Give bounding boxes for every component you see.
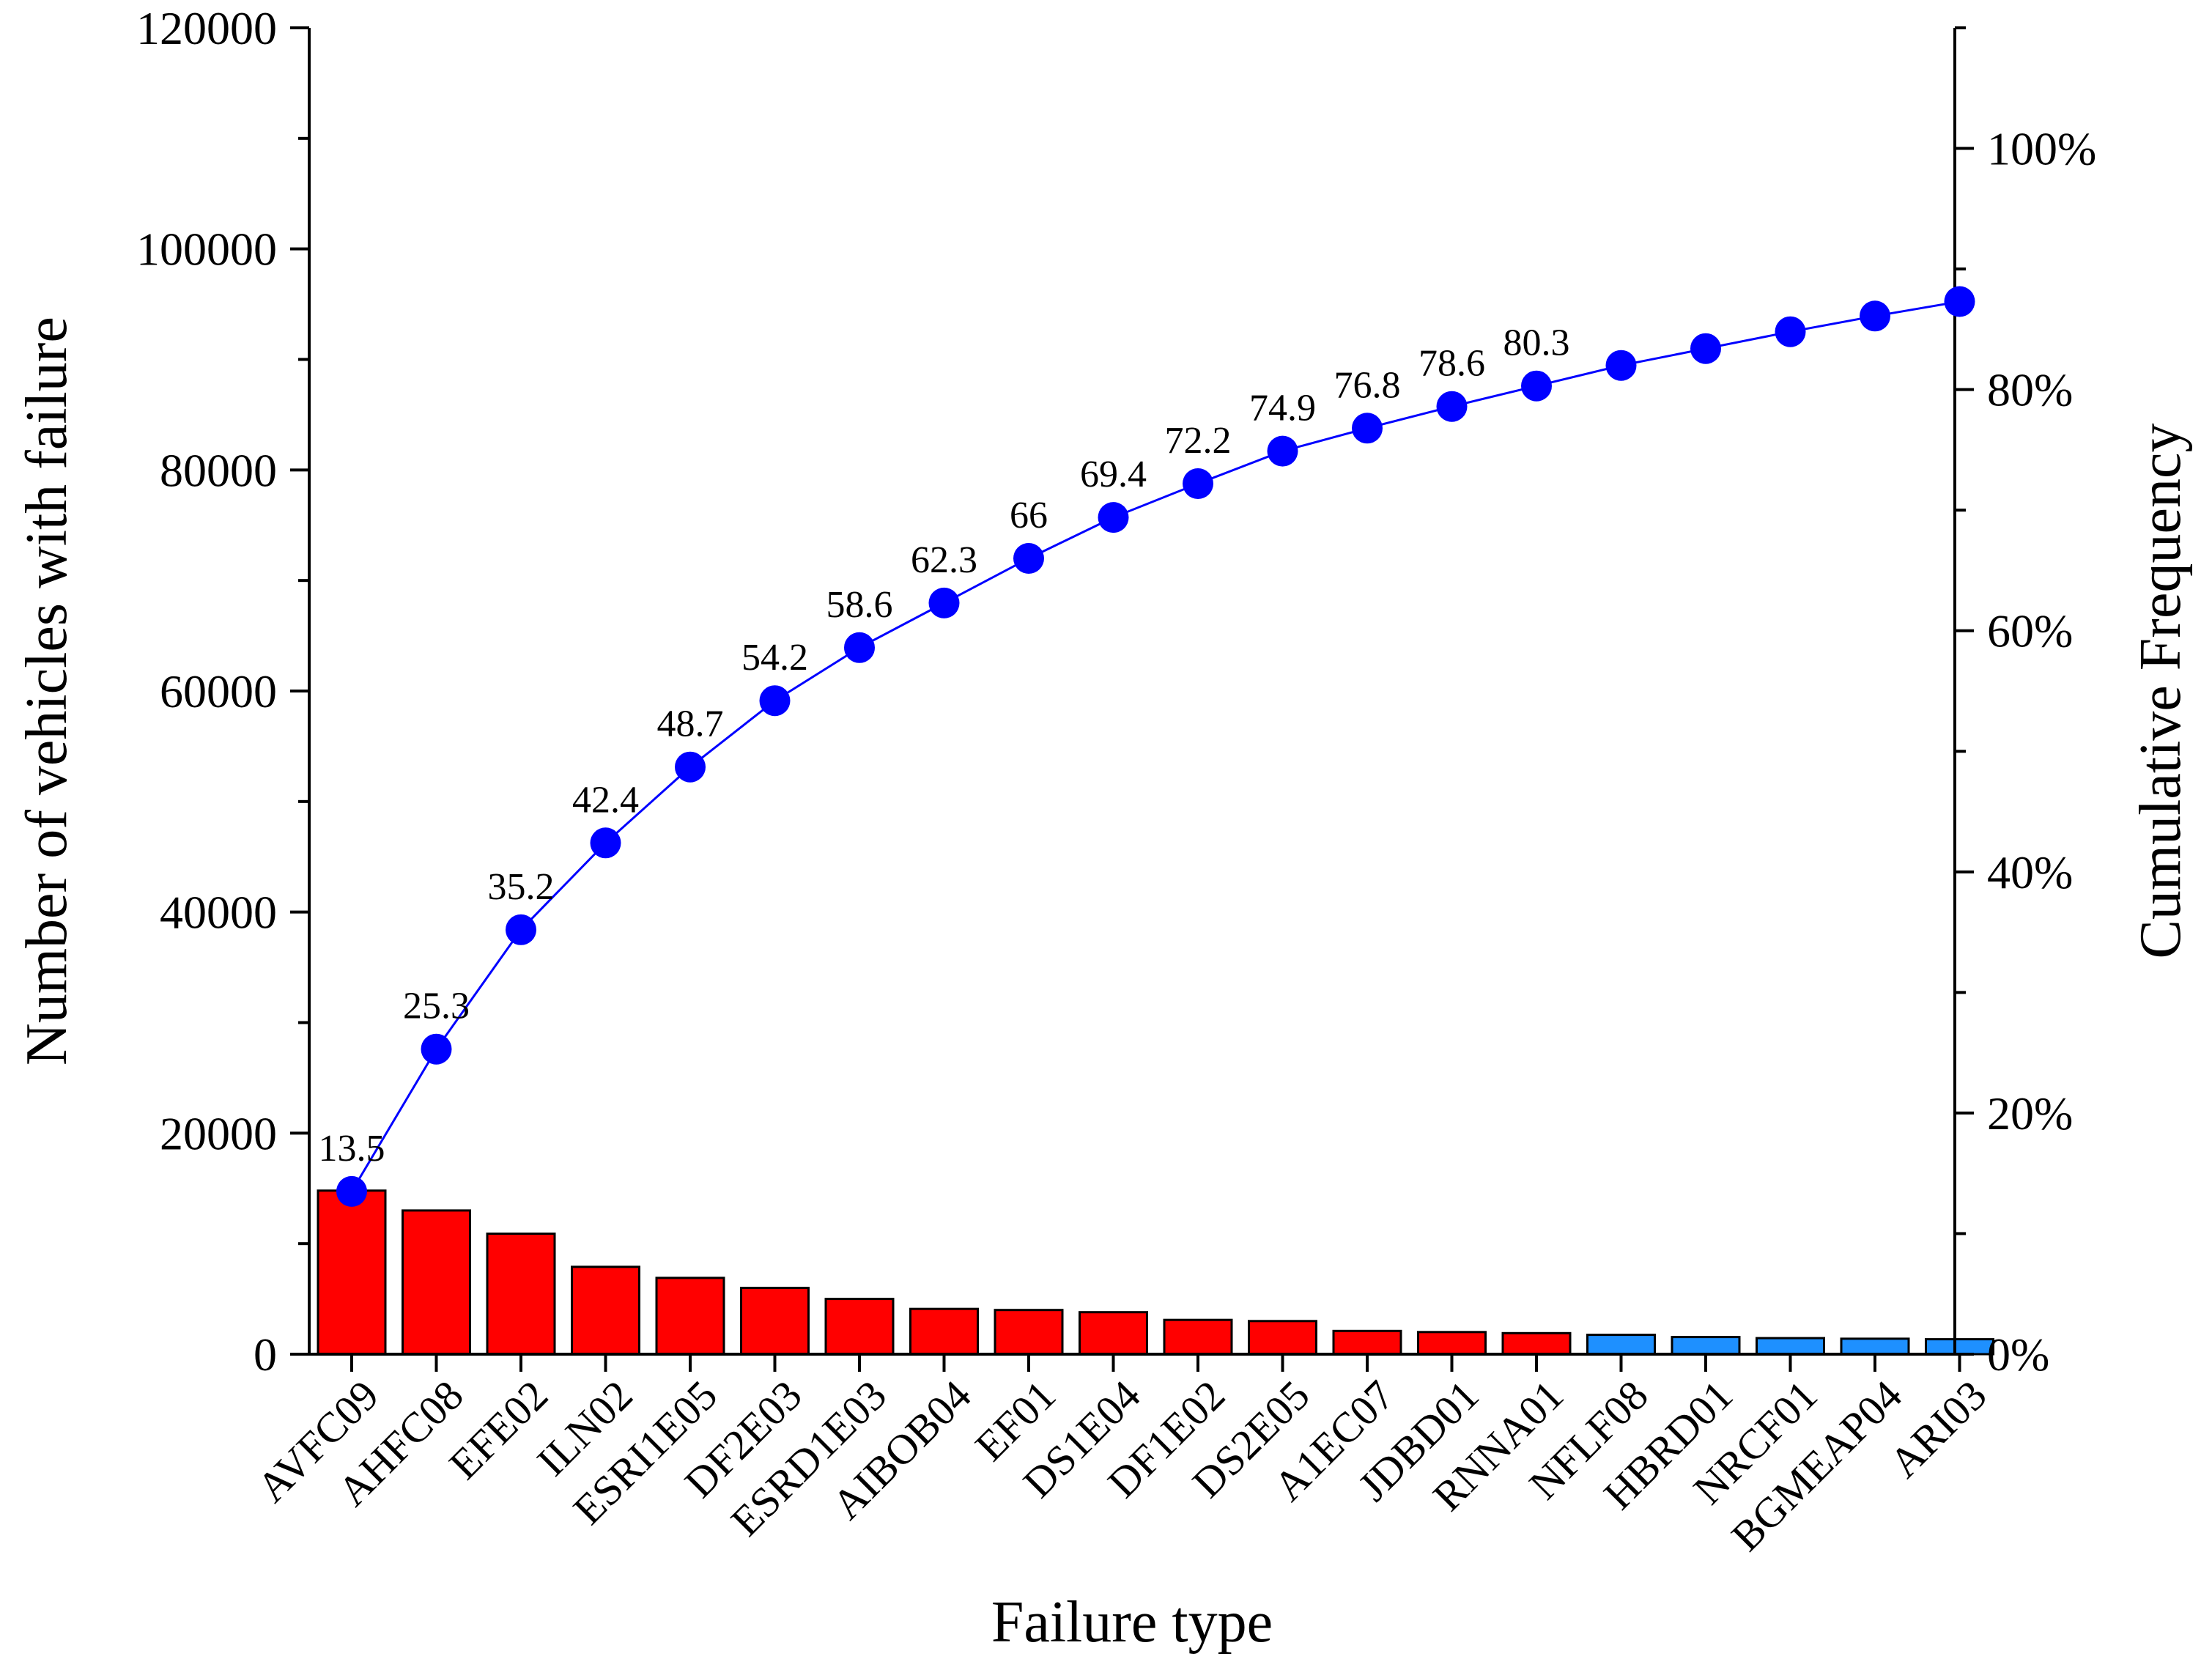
- left-tick-label: 60000: [160, 665, 277, 717]
- cumulative-point-label: 25.3: [403, 986, 470, 1027]
- left-tick-label: 120000: [136, 2, 277, 54]
- cumulative-point: [1267, 435, 1298, 467]
- cumulative-point: [928, 587, 960, 618]
- bar-esri1e05: [655, 1276, 725, 1356]
- cumulative-point: [1521, 370, 1552, 402]
- right-tick-label: 60%: [1987, 605, 2073, 657]
- right-tick-label: 40%: [1987, 846, 2073, 898]
- cumulative-point-label: 74.9: [1249, 388, 1316, 429]
- bar-ds1e04: [1079, 1311, 1148, 1356]
- right-tick-label: 0%: [1987, 1329, 2049, 1381]
- left-tick-label: 100000: [136, 223, 277, 276]
- bar-ari03: [1925, 1338, 1994, 1356]
- bar-avfc09: [317, 1189, 387, 1356]
- cumulative-point-label: 80.3: [1503, 322, 1570, 364]
- bar-iln02: [571, 1266, 640, 1356]
- axes: [290, 26, 1974, 1372]
- left-tick-label: 40000: [160, 887, 277, 939]
- bar-rnna01: [1501, 1331, 1572, 1356]
- bar-aibob04: [909, 1307, 979, 1356]
- cumulative-point-label: 72.2: [1165, 420, 1232, 462]
- bar-ahfc08: [402, 1209, 471, 1356]
- bar-series: [317, 1189, 1994, 1356]
- bar-nflf08: [1586, 1334, 1656, 1356]
- cumulative-point-label: 13.5: [319, 1128, 385, 1170]
- left-tick-label: 20000: [160, 1107, 277, 1159]
- bar-ef01: [994, 1309, 1064, 1356]
- cumulative-point: [1690, 333, 1721, 364]
- cumulative-point: [1098, 502, 1129, 533]
- cumulative-point-label: 78.6: [1418, 343, 1485, 385]
- right-tick-label: 100%: [1987, 123, 2096, 175]
- cumulative-point: [675, 751, 706, 783]
- cumulative-point: [844, 632, 875, 663]
- labels: 0 20000 40000 60000 80000 100000 120000 0% 20% 40…: [15, 2, 2193, 1655]
- bar-nrcf01: [1756, 1337, 1825, 1356]
- cumulative-series: [336, 286, 1975, 1207]
- cumulative-point-label: 35.2: [488, 866, 555, 908]
- bar-esrd1e03: [824, 1298, 895, 1356]
- left-tick-label: 0: [254, 1329, 277, 1381]
- bar-hbrd01: [1671, 1336, 1741, 1356]
- cumulative-point-label: 69.4: [1080, 454, 1147, 495]
- bar-df1e02: [1163, 1318, 1233, 1356]
- cumulative-point: [1013, 543, 1044, 574]
- right-axis-title: Cumulative Frequency: [2128, 424, 2193, 959]
- bar-jdbd01: [1417, 1331, 1487, 1356]
- right-tick-label: 20%: [1987, 1087, 2073, 1139]
- cumulative-point: [590, 827, 621, 859]
- category-label-efe02: EFE02: [440, 1371, 557, 1488]
- cumulative-point-label: 58.6: [826, 584, 893, 626]
- left-axis-title: Number of vehicles with failure: [15, 317, 79, 1065]
- left-tick-label: 80000: [160, 444, 277, 496]
- cumulative-line: [350, 300, 1960, 1192]
- cumulative-point: [506, 914, 536, 945]
- cumulative-point: [1436, 391, 1468, 422]
- cumulative-point: [336, 1175, 367, 1207]
- cumulative-point-label: 42.4: [572, 779, 639, 821]
- cumulative-point: [1352, 413, 1383, 444]
- cumulative-point-label: 62.3: [911, 539, 977, 581]
- bar-a1ec07: [1332, 1329, 1402, 1356]
- x-axis-title: Failure type: [991, 1590, 1273, 1655]
- cumulative-point: [1944, 286, 1975, 317]
- cumulative-point: [759, 685, 791, 717]
- cumulative-point: [421, 1033, 452, 1065]
- cumulative-point: [1605, 350, 1637, 381]
- cumulative-point: [1183, 468, 1213, 499]
- cumulative-point-label: 76.8: [1334, 364, 1401, 406]
- bar-efe02: [486, 1233, 556, 1356]
- bar-ds2e05: [1248, 1320, 1317, 1356]
- right-tick-label: 80%: [1987, 364, 2073, 416]
- category-label-ari03: ARI03: [1880, 1371, 1996, 1487]
- bar-bgmeap04: [1840, 1337, 1910, 1356]
- cumulative-point: [1775, 316, 1806, 347]
- cumulative-point-label: 48.7: [657, 703, 724, 745]
- cumulative-point-label: 66: [1010, 495, 1048, 536]
- cumulative-point: [1860, 300, 1890, 332]
- cumulative-point-label: 54.2: [741, 637, 808, 679]
- bar-df2e03: [740, 1287, 810, 1356]
